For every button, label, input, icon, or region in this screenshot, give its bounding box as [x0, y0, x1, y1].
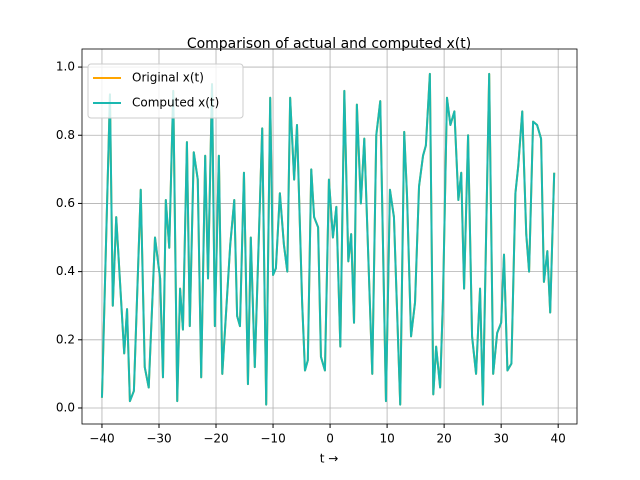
- x-tick-label: −20: [203, 432, 228, 446]
- y-tick-label: 0.0: [56, 400, 75, 414]
- legend-label: Computed x(t): [132, 96, 219, 110]
- y-tick-label: 0.4: [56, 264, 75, 278]
- plot-frame: [81, 48, 578, 425]
- x-tick-label: −30: [146, 432, 171, 446]
- legend-label: Original x(t): [132, 71, 204, 85]
- chart-title: Comparison of actual and computed x(t): [187, 36, 471, 52]
- legend-box: [87, 63, 244, 119]
- x-tick-label: 0: [326, 432, 334, 446]
- x-tick-label: 40: [551, 432, 566, 446]
- x-tick-label: 20: [436, 432, 451, 446]
- y-tick-label: 0.2: [56, 332, 75, 346]
- y-tick-label: 0.8: [56, 128, 75, 142]
- x-tick-label: 30: [494, 432, 509, 446]
- x-tick-label: 10: [379, 432, 394, 446]
- series-line: [100, 72, 556, 406]
- x-tick-label: −40: [89, 432, 114, 446]
- y-tick-label: 0.6: [56, 196, 75, 210]
- y-tick-label: 1.0: [56, 60, 75, 74]
- x-axis-label: t →: [320, 452, 339, 466]
- x-tick-label: −10: [260, 432, 285, 446]
